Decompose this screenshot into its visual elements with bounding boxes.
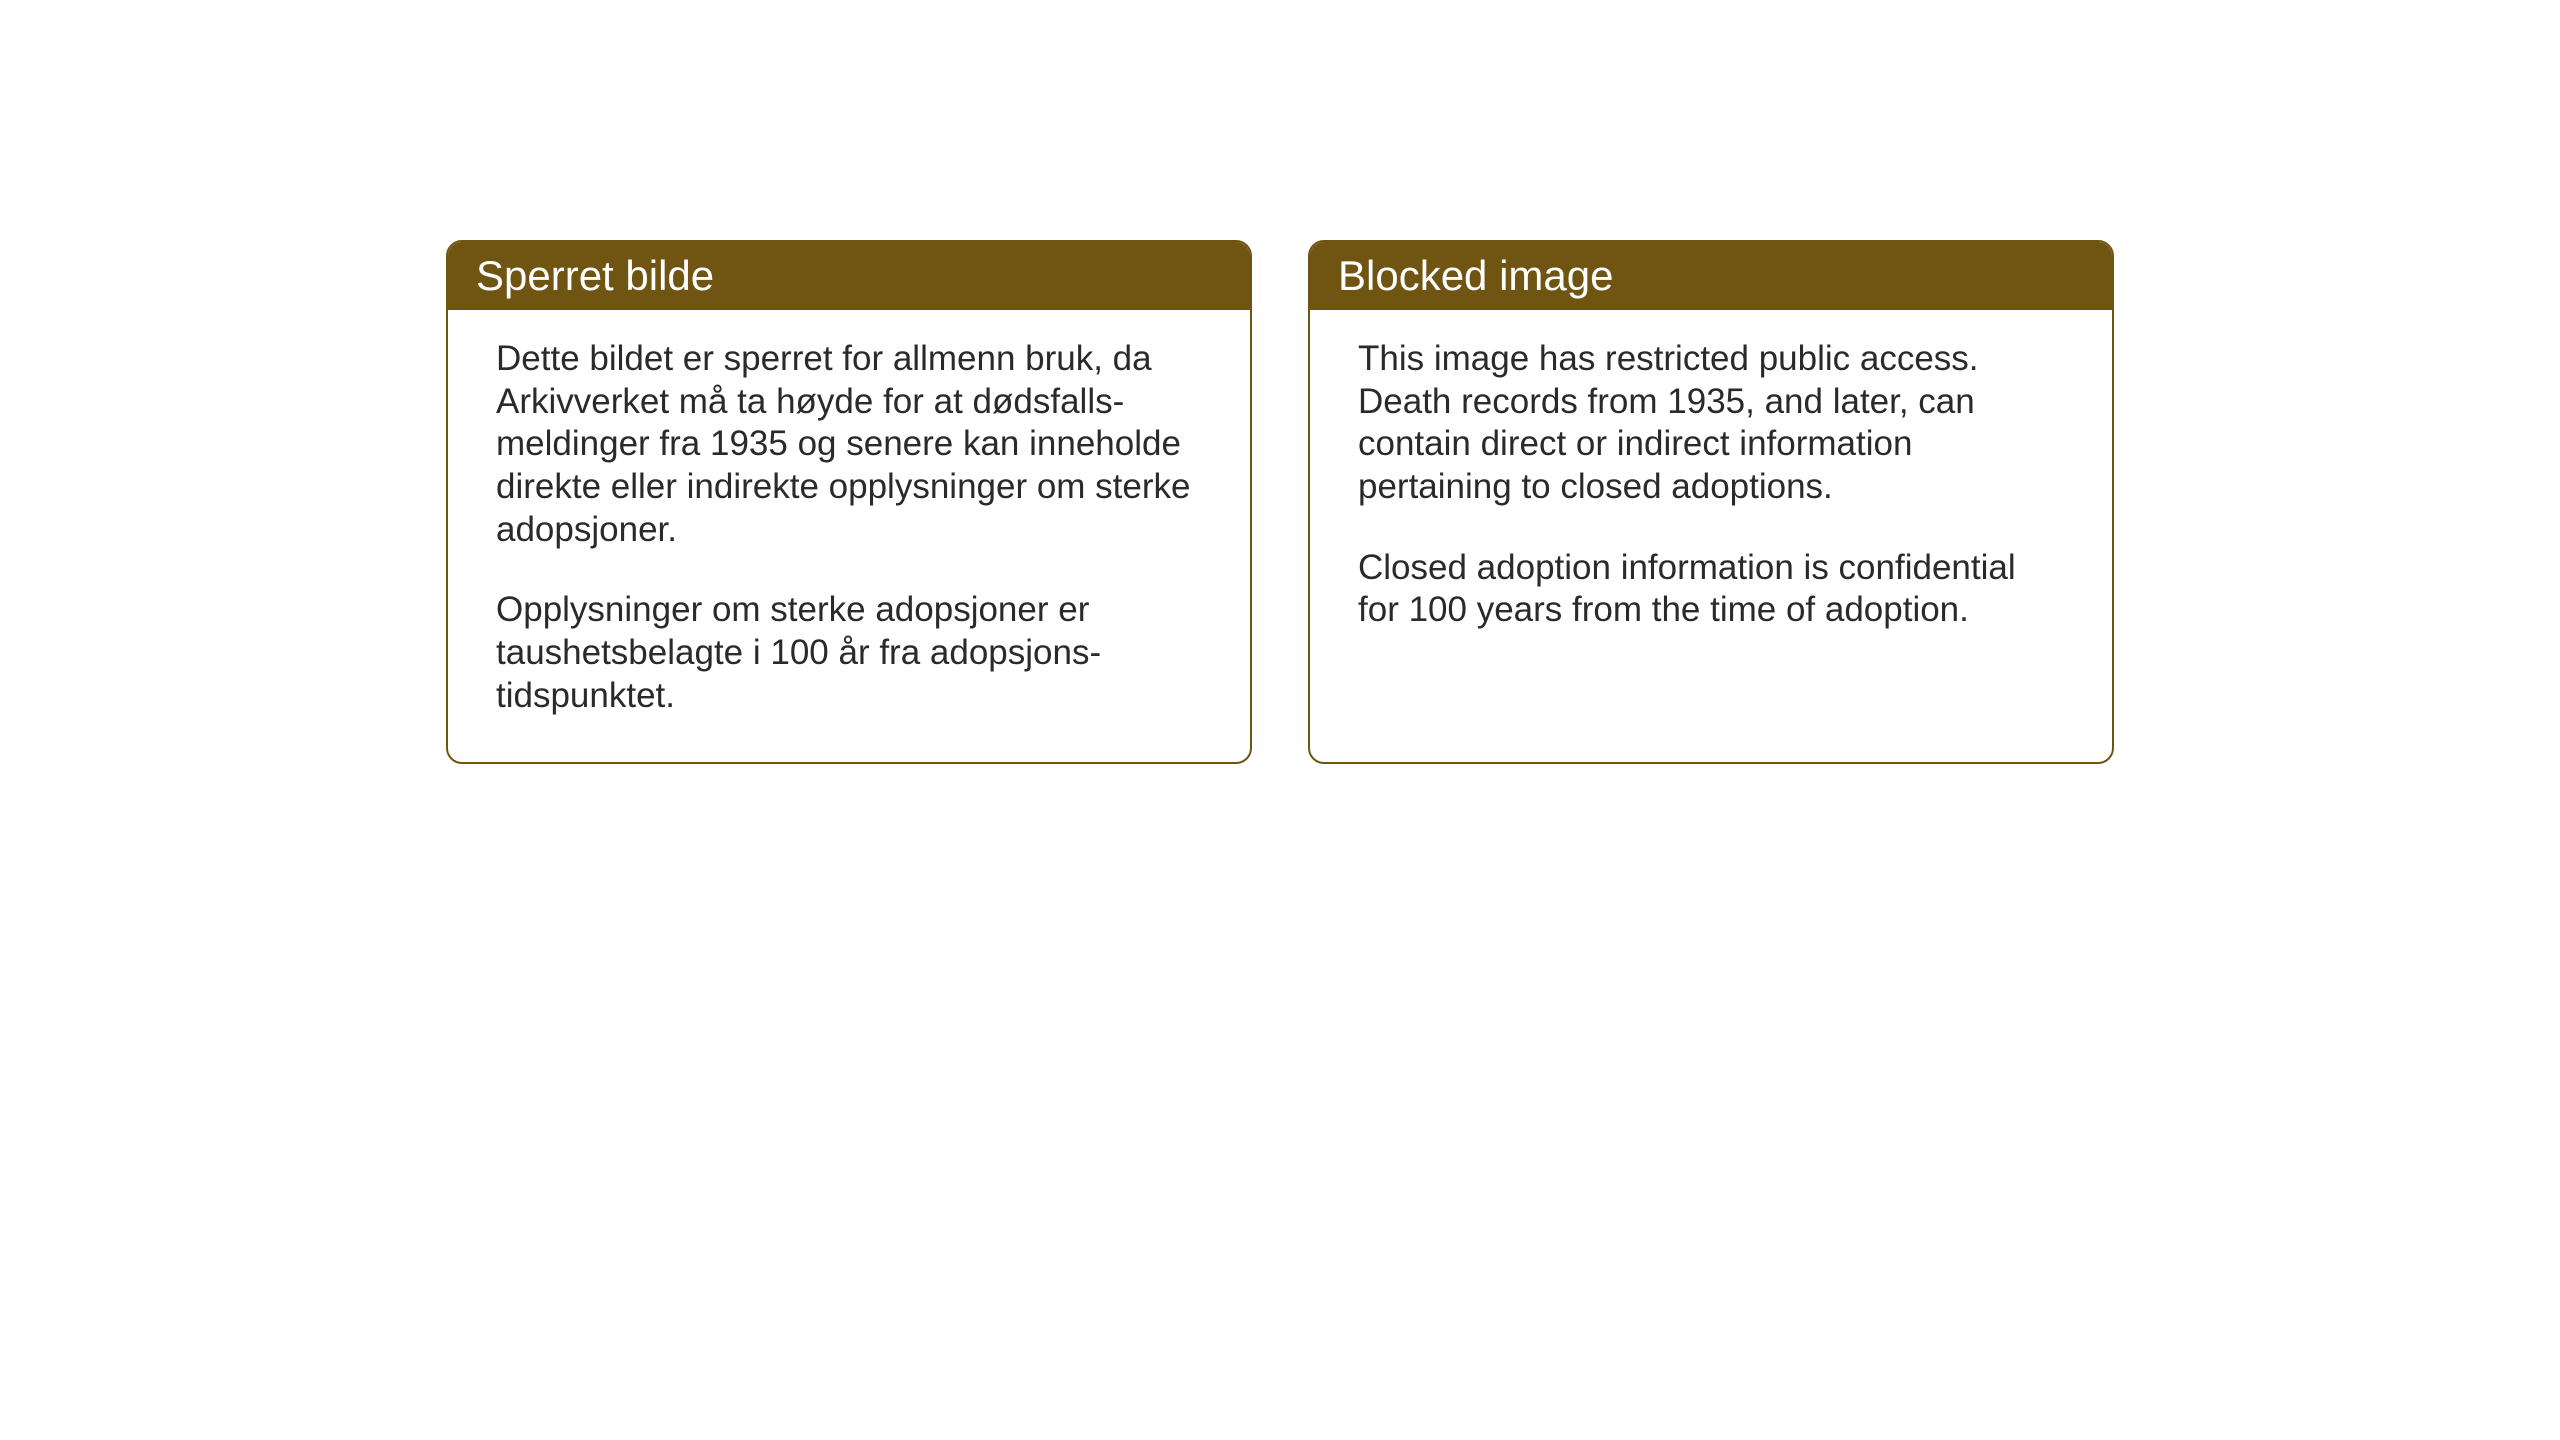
card-title-english: Blocked image [1338, 252, 1613, 299]
card-body-english: This image has restricted public access.… [1310, 310, 2112, 676]
card-header-norwegian: Sperret bilde [448, 242, 1250, 310]
card-paragraph-1: This image has restricted public access.… [1358, 338, 2064, 509]
notice-card-norwegian: Sperret bilde Dette bildet er sperret fo… [446, 240, 1252, 764]
card-paragraph-2: Closed adoption information is confident… [1358, 547, 2064, 632]
card-title-norwegian: Sperret bilde [476, 252, 714, 299]
card-body-norwegian: Dette bildet er sperret for allmenn bruk… [448, 310, 1250, 762]
card-header-english: Blocked image [1310, 242, 2112, 310]
notice-card-english: Blocked image This image has restricted … [1308, 240, 2114, 764]
card-paragraph-2: Opplysninger om sterke adopsjoner er tau… [496, 589, 1202, 717]
card-paragraph-1: Dette bildet er sperret for allmenn bruk… [496, 338, 1202, 551]
notice-cards-container: Sperret bilde Dette bildet er sperret fo… [446, 240, 2114, 764]
